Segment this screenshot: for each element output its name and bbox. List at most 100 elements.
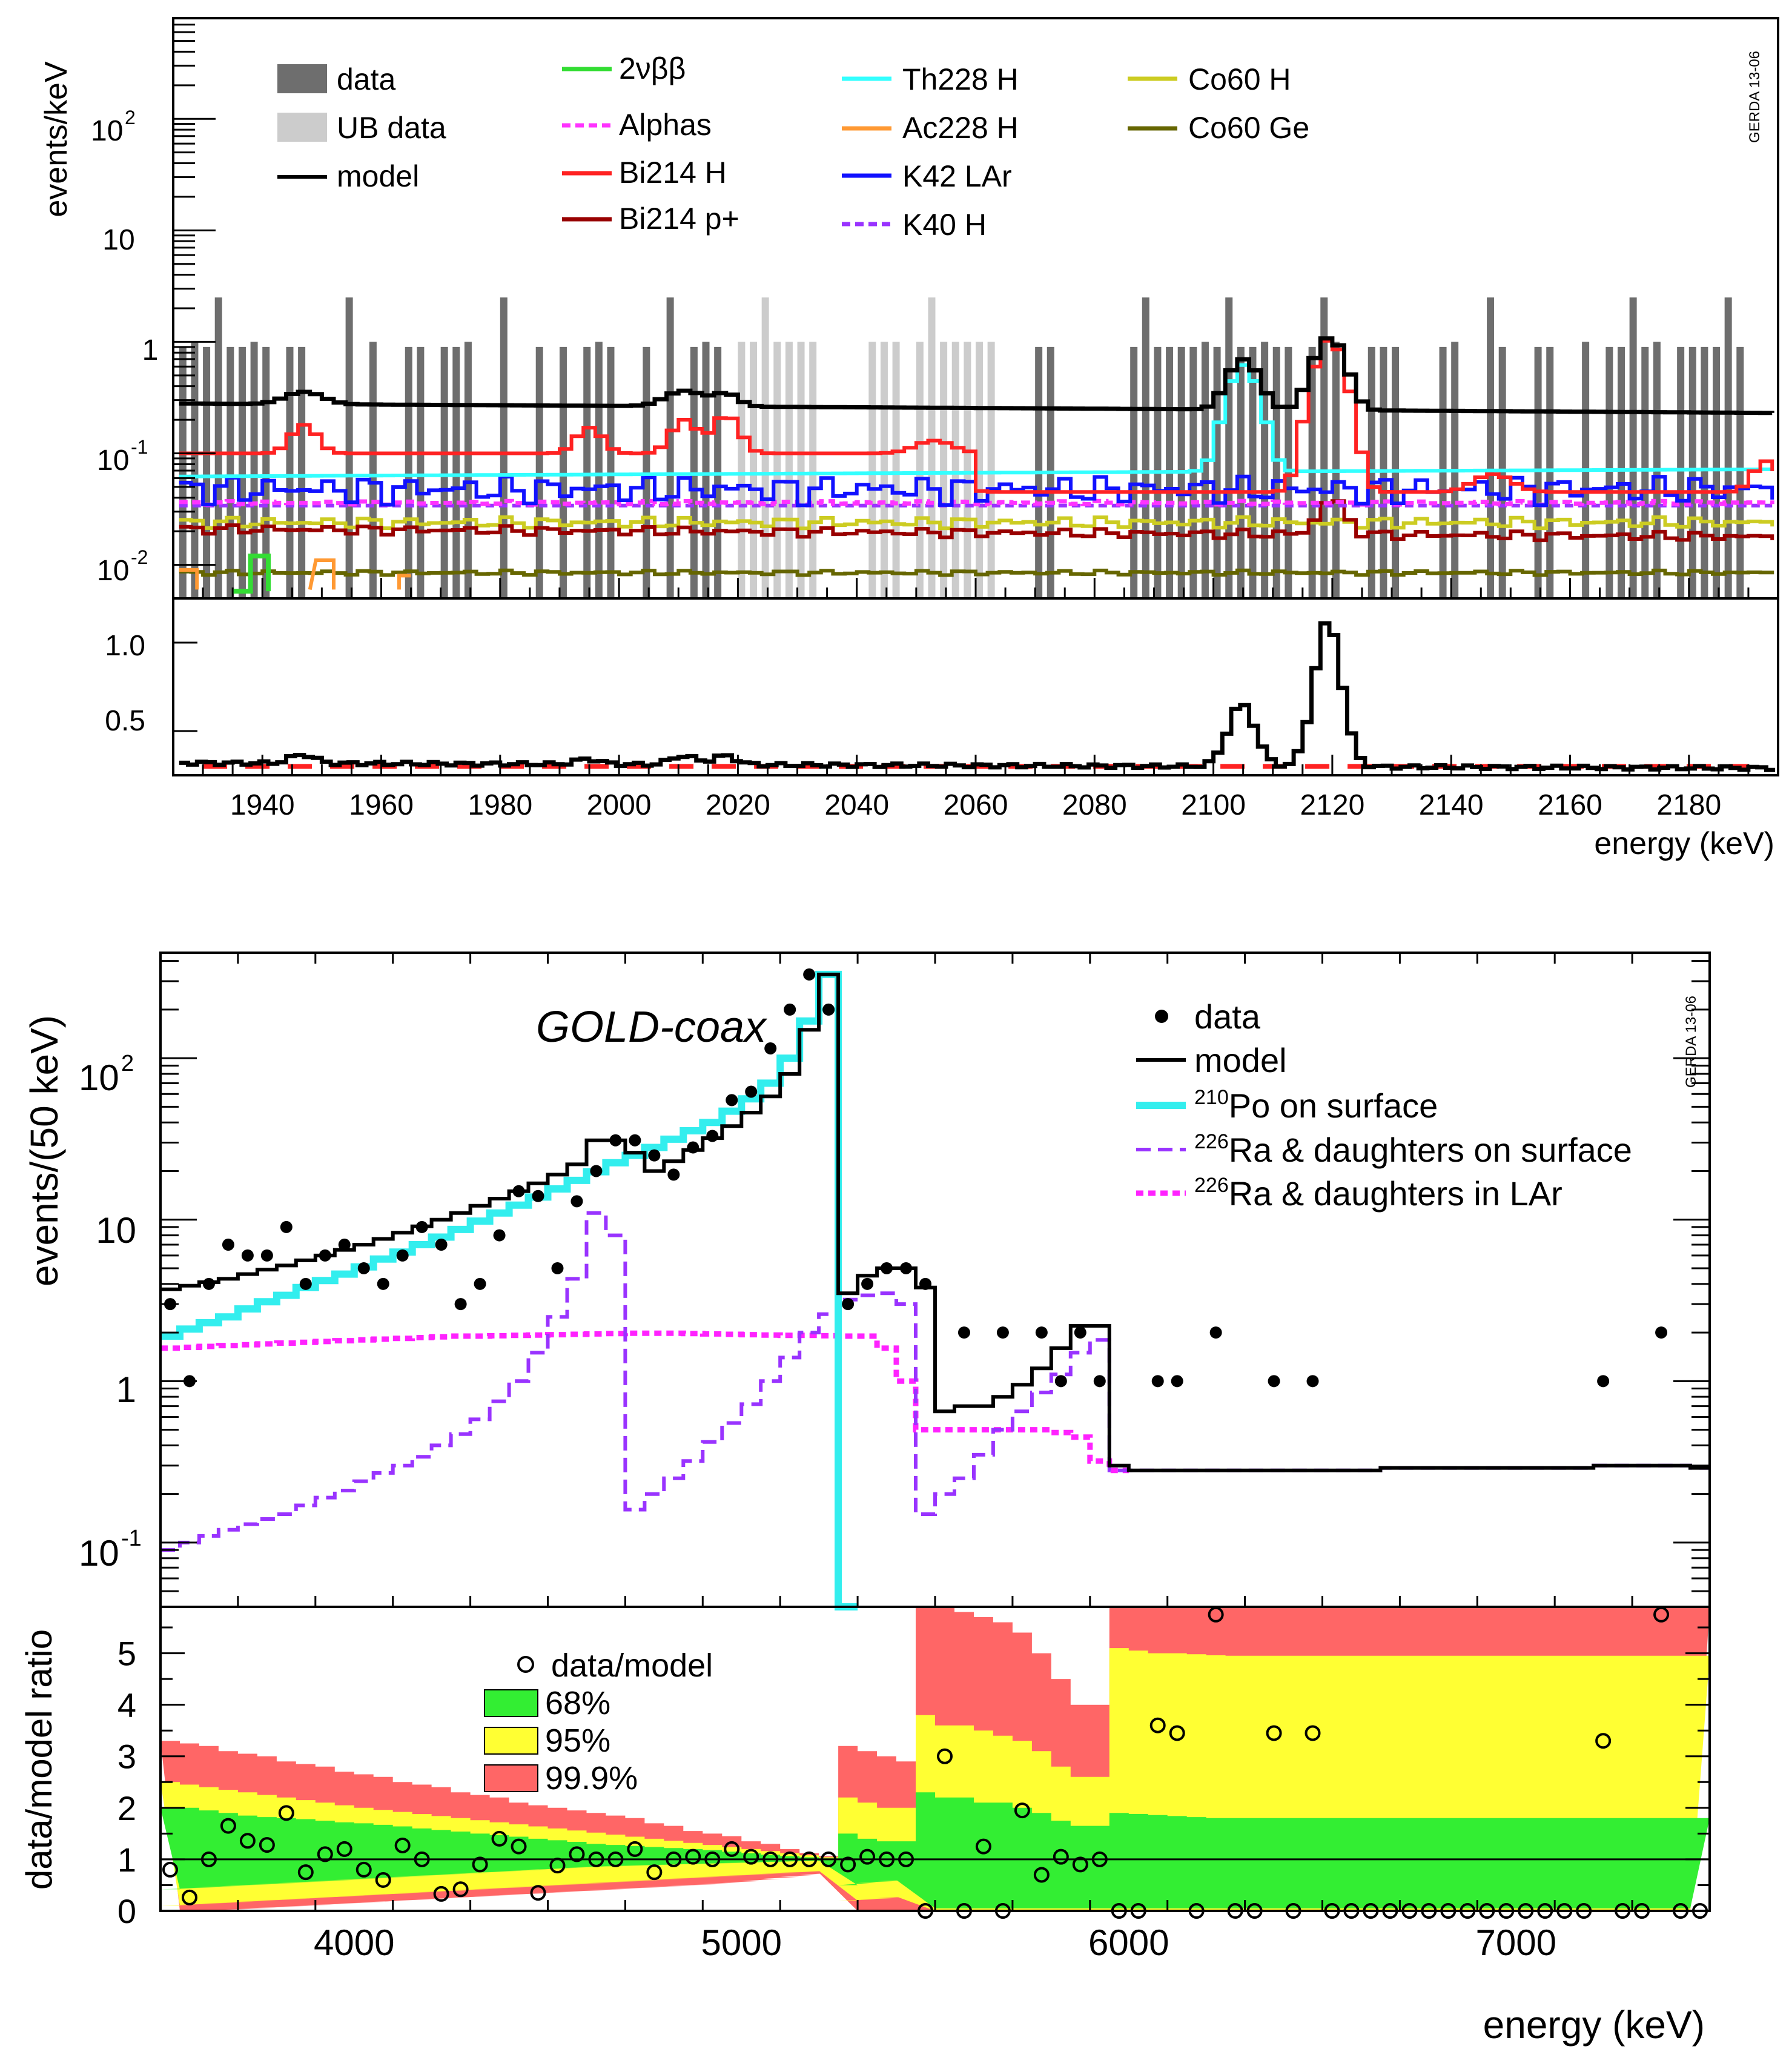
data-point: [745, 1085, 758, 1098]
data-bar: [1534, 346, 1542, 598]
bi214-h-line: [179, 339, 1774, 494]
x-tick-label: 2080: [1062, 789, 1127, 821]
gold-coax-legend: data model 210Po on surface 226Ra & daug…: [1136, 998, 1632, 1213]
th228-h-line: [179, 363, 1774, 478]
ratio-point: [530, 1885, 546, 1901]
legend-swatch-data: [277, 64, 327, 93]
data-bar: [464, 342, 472, 598]
ub-data-bar: [951, 342, 959, 598]
legend-label-co60-h: Co60 H: [1188, 62, 1291, 96]
watermark: GERDA 13-06: [1683, 996, 1699, 1088]
x-axis-label: energy (keV): [1594, 826, 1774, 861]
data-point: [396, 1249, 409, 1262]
legend-swatch-68: [484, 1689, 538, 1717]
x-tick-label: 1980: [468, 789, 532, 821]
y-tick-label: 2: [117, 1789, 136, 1827]
x-tick-label: 6000: [1088, 1922, 1169, 1963]
data-point: [1655, 1326, 1668, 1339]
data-bar: [1546, 346, 1554, 598]
model-line: [160, 972, 1710, 1472]
ratio-point: [1266, 1725, 1282, 1741]
top-model-panel: 1.0 0.5 1940 1960 1980 2000 2020 2040 20…: [105, 578, 1779, 861]
ub-data-bar: [880, 342, 888, 598]
confidence-bands: [160, 1607, 1710, 1911]
y-tick-exp: 2: [121, 1051, 134, 1076]
data-point: [435, 1239, 448, 1251]
legend-swatch-data-model: [517, 1656, 534, 1673]
data-bar: [345, 297, 353, 598]
data-bar: [583, 346, 591, 598]
ratio-point: [1305, 1725, 1321, 1741]
ub-data-bar: [892, 342, 900, 598]
ratio-point: [743, 1849, 759, 1865]
ub-data-bar: [964, 342, 971, 598]
data-point: [687, 1141, 699, 1154]
data-point: [241, 1249, 254, 1262]
ratio-point: [511, 1838, 527, 1855]
y-tick-label-10: 10: [96, 1210, 136, 1251]
ratio-point: [1595, 1733, 1612, 1749]
data-point: [454, 1298, 467, 1311]
ratio-point: [782, 1851, 798, 1867]
legend-label-ac228-h: Ac228 H: [902, 111, 1019, 145]
legend-label-model: model: [1194, 1041, 1287, 1079]
ratio-point: [162, 1861, 178, 1878]
data-point: [202, 1277, 215, 1290]
data-point: [532, 1190, 544, 1202]
data-point: [260, 1249, 273, 1262]
ratio-panel: data/model ratio 0 1 2 3 4 5 4000 5000 6…: [19, 953, 1711, 2047]
data-point: [338, 1239, 351, 1251]
legend-sup: 226: [1194, 1130, 1229, 1153]
top-panel-y-ticks: [173, 17, 216, 566]
ratio-point: [646, 1864, 663, 1881]
x-tick-label: 1960: [349, 789, 414, 821]
ratio-point: [317, 1846, 333, 1862]
ratio-point: [452, 1881, 469, 1898]
data-bar: [1618, 346, 1625, 598]
legend-label-ub-data: UB data: [337, 111, 446, 145]
legend-label-2nbb: 2νββ: [619, 51, 686, 85]
alphas-line: [179, 498, 1774, 507]
x-tick-label: 2120: [1300, 789, 1364, 821]
data-point: [377, 1277, 389, 1290]
data-point: [822, 1003, 835, 1016]
y-tick-base: 10: [79, 1058, 119, 1098]
ratio-point: [1149, 1717, 1166, 1733]
data-point: [570, 1195, 583, 1208]
ratio-point: [336, 1841, 352, 1857]
top-spectrum-panel: events/keV 10 2 10 1 10 -1 10 -2 GERDA 1…: [39, 17, 1779, 600]
data-bar: [1272, 346, 1280, 598]
ratio-point: [569, 1846, 585, 1862]
data-point: [1093, 1375, 1106, 1388]
data-bar: [1724, 297, 1732, 598]
legend-label-68: 68%: [545, 1685, 610, 1721]
legend-swatch-95: [484, 1727, 538, 1755]
y-axis-label: events/keV: [39, 61, 74, 217]
legend-label-bi214-h: Bi214 H: [619, 156, 727, 190]
y-tick-base: 10: [97, 445, 129, 477]
data-point: [629, 1134, 641, 1147]
y-tick-label-1e-1: 10 -1: [97, 436, 148, 477]
ub-data-bar: [928, 297, 936, 598]
legend-label-data: data: [337, 62, 396, 96]
model-line: [179, 336, 1774, 415]
data-point: [803, 968, 816, 981]
legend-label-data: data: [1194, 998, 1261, 1036]
data-bar: [262, 346, 270, 598]
data-point: [280, 1220, 293, 1233]
data-point: [900, 1262, 913, 1274]
data-point: [551, 1262, 564, 1274]
ratio-point: [200, 1851, 217, 1867]
y-tick-label: 4: [117, 1686, 136, 1724]
x-tick-label: 4000: [314, 1922, 394, 1963]
legend-label-co60-ge: Co60 Ge: [1188, 111, 1309, 145]
data-point: [1268, 1375, 1280, 1388]
ratio-point: [278, 1805, 294, 1821]
x-tick-label: 2060: [944, 789, 1008, 821]
watermark: GERDA 13-06: [1747, 51, 1763, 143]
co60-h-line: [179, 515, 1774, 531]
data-point: [299, 1277, 312, 1290]
data-point: [706, 1130, 719, 1142]
data-bar: [1688, 346, 1696, 598]
y-tick-label-1e2: 10 2: [91, 107, 136, 147]
